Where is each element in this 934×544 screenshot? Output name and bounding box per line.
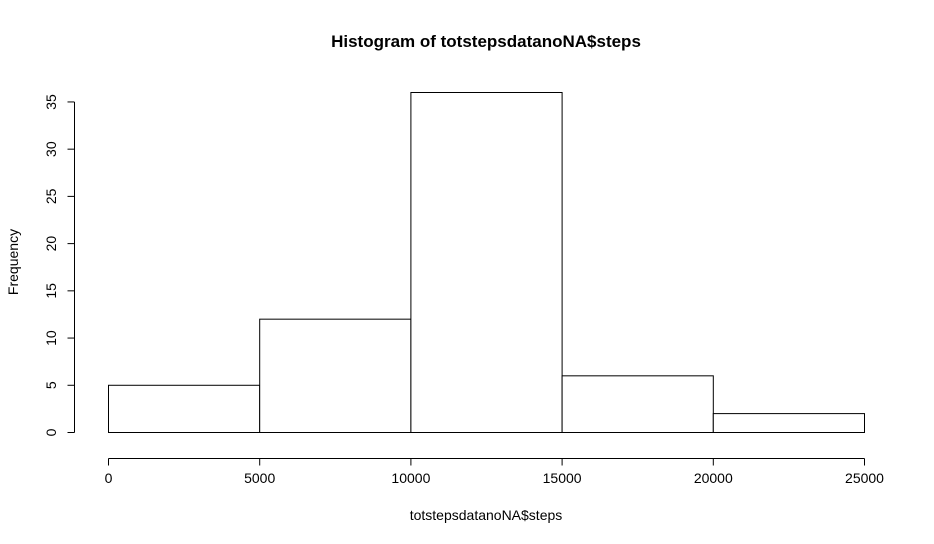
y-axis-label: Frequency (5, 229, 21, 295)
histogram-bar-1 (259, 318, 412, 433)
x-tick-label-3: 15000 (543, 470, 582, 486)
y-tick-label-4: 20 (43, 236, 59, 252)
y-tick-label-7: 35 (43, 94, 59, 110)
x-tick-label-5: 25000 (845, 470, 884, 486)
y-tick-label-1: 5 (43, 381, 59, 389)
histogram-bar-3 (561, 375, 714, 434)
histogram-bar-4 (712, 413, 865, 434)
x-tick-label-4: 20000 (694, 470, 733, 486)
x-tick-label-1: 5000 (244, 470, 275, 486)
bars (108, 92, 865, 434)
x-tick-label-0: 0 (105, 470, 113, 486)
x-tick-label-2: 10000 (391, 470, 430, 486)
chart-title: Histogram of totstepsdatanoNA$steps (331, 32, 641, 51)
y-tick-label-5: 25 (43, 188, 59, 204)
y-tick-label-3: 15 (43, 283, 59, 299)
x-axis: 0 5000 10000 15000 20000 25000 (105, 458, 884, 486)
x-axis-label: totstepsdatanoNA$steps (410, 507, 563, 523)
histogram-bar-0 (108, 384, 261, 433)
histogram-bar-2 (410, 92, 563, 433)
y-tick-label-6: 30 (43, 141, 59, 157)
y-tick-label-0: 0 (43, 428, 59, 436)
y-axis: 0 5 10 15 20 25 30 35 (43, 94, 75, 436)
y-tick-label-2: 10 (43, 330, 59, 346)
